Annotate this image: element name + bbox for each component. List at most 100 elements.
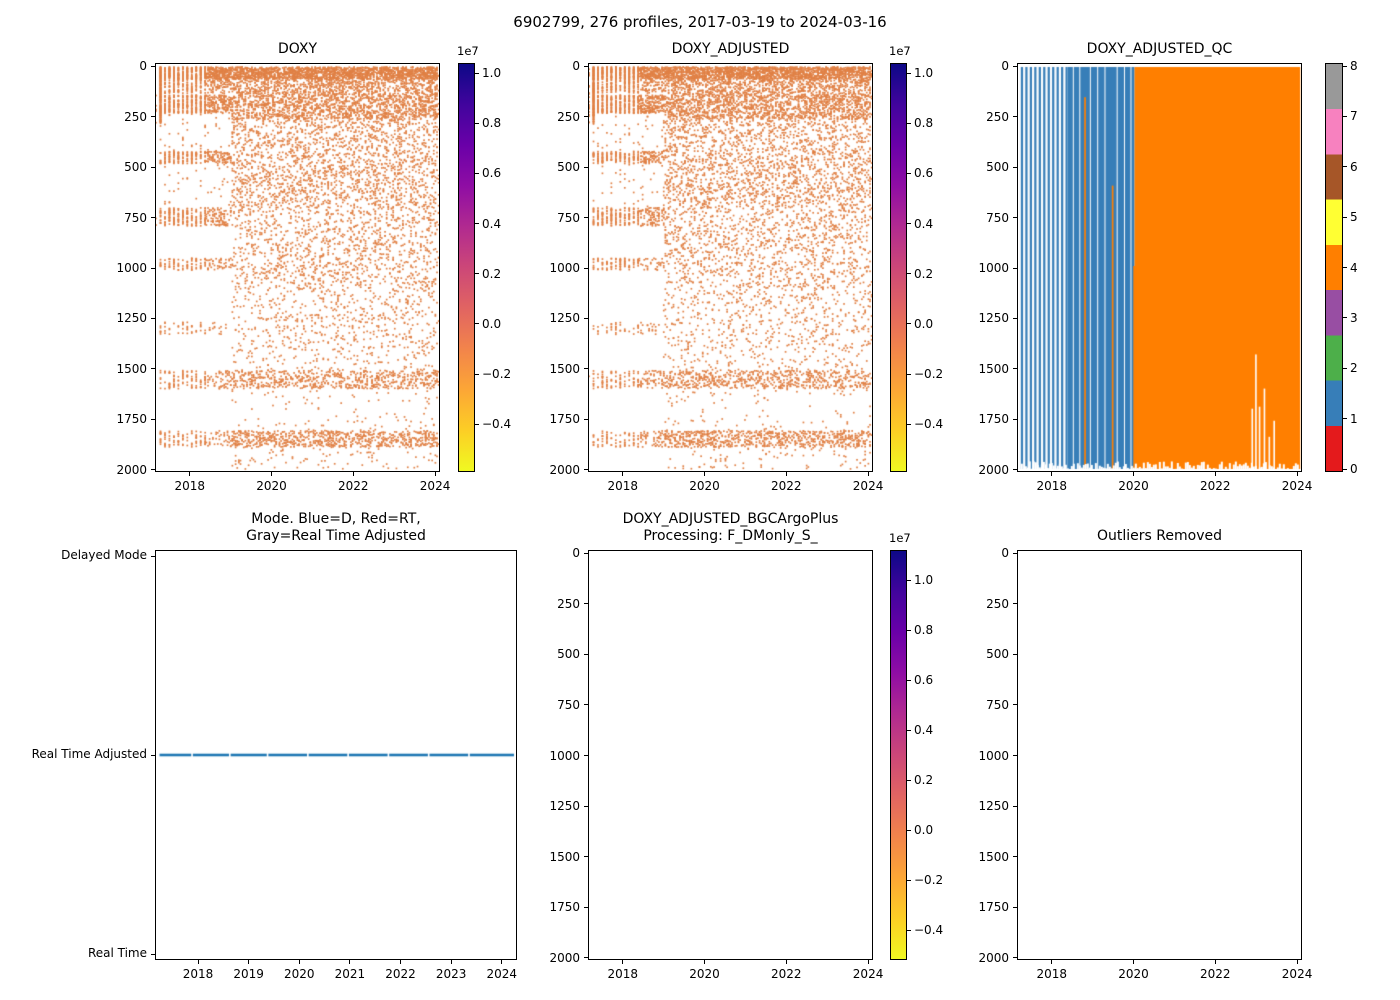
y-tick-mark [151,65,155,67]
colorbar-tick-label: −0.2 [914,873,944,887]
x-tick-label: 2020 [689,479,720,493]
x-tick-mark [622,960,624,964]
colorbar-tick-mark [907,679,911,681]
qc-flags-canvas [1018,64,1301,471]
panel-plot-outliers-removed [1017,550,1302,960]
panel-title-doxy: DOXY [277,41,318,57]
colorbar-tick-mark [907,373,911,375]
panel-title-bgcargoplus: DOXY_ADJUSTED_BGCArgoPlus Processing: F_… [622,511,839,544]
y-tick-mark [584,418,588,420]
colorbar-tick-mark [907,423,911,425]
y-tick-label: 250 [124,109,147,124]
x-tick-mark [1296,960,1298,964]
x-tick-label: 2018 [607,479,639,493]
colorbar-tick-mark [907,72,911,74]
y-tick-mark [151,166,155,168]
panel-plot-doxy-adjusted-qc [1017,63,1302,472]
y-tick-label: 2000 [978,950,1009,965]
colorbar-tick-label: 4 [1350,260,1358,275]
x-tick-mark [867,960,869,964]
colorbar-offset-label: 1e7 [457,44,479,58]
colorbar-tick-mark [1343,418,1347,420]
y-tick-mark [584,116,588,118]
colorbar-tick-mark [907,829,911,831]
y-tick-label: 250 [986,109,1009,124]
y-tick-mark [1013,116,1017,118]
colorbar-tick-mark [907,172,911,174]
y-tick-label: 500 [986,160,1009,175]
x-tick-label: 2022 [771,479,802,493]
x-tick-label: 2024 [1281,479,1313,493]
y-tick-mark [584,906,588,908]
x-tick-mark [1214,472,1216,476]
y-tick-mark [584,755,588,756]
y-tick-mark [584,805,588,807]
y-tick-label: 500 [557,647,580,662]
panel-plot-mode [155,550,517,960]
y-tick-label: 2000 [549,462,580,477]
y-tick-mark [584,856,588,858]
y-tick-mark [1013,805,1017,807]
y-tick-label: 1750 [978,900,1009,915]
x-tick-mark [298,960,300,964]
colorbar-tick-label: −0.4 [914,417,944,432]
colorbar-tick-mark [1343,65,1347,67]
x-tick-label: 2022 [338,479,369,493]
x-tick-label: 2021 [334,967,366,981]
y-tick-mark [584,317,588,319]
y-tick-mark [1013,552,1017,554]
y-tick-mark [151,217,155,218]
panel-title-mode: Mode. Blue=D, Red=RT, Gray=Real Time Adj… [246,511,426,544]
colorbar-tick-label: 0.4 [482,216,502,231]
x-tick-mark [1214,960,1216,964]
y-tick-label: 750 [557,210,580,225]
y-tick-label: 1250 [549,311,580,326]
colorbar-tick-label: 1.0 [914,573,934,587]
qc-colorbar [1325,63,1343,472]
y-tick-mark [151,317,155,319]
x-tick-label: 2022 [1200,479,1231,493]
panel-plot-doxy [155,63,440,472]
x-tick-label: 2024 [486,967,518,981]
colorbar-tick-mark [907,223,911,225]
y-tick-mark [1013,317,1017,319]
x-tick-mark [785,472,787,476]
x-tick-label: 2018 [607,967,639,981]
y-tick-label: 250 [986,596,1009,611]
colorbar-tick-label: −0.2 [914,367,944,382]
colorbar-tick-label: 8 [1350,59,1358,73]
x-tick-mark [704,472,706,476]
y-tick-mark [584,65,588,67]
y-tick-label: 0 [139,59,147,74]
y-tick-label: 2000 [978,462,1009,477]
y-tick-label: 1750 [978,412,1009,427]
y-tick-mark [1013,755,1017,756]
y-tick-mark [584,217,588,218]
y-tick-label: 1250 [978,311,1009,326]
y-tick-mark [584,166,588,168]
y-tick-label: 1000 [549,748,580,763]
y-tick-mark [151,368,155,370]
colorbar-tick-label: 0.8 [914,623,934,637]
colorbar-tick-label: 0.2 [914,266,934,281]
x-tick-mark [785,960,787,964]
colorbar-tick-mark [1343,367,1347,369]
y-tick-label: 1000 [978,261,1009,275]
y-tick-label: 2000 [549,950,580,965]
y-tick-label: 750 [557,697,580,712]
x-tick-mark [1133,960,1135,964]
panel-plot-bgcargoplus [588,550,873,960]
y-tick-label: 500 [986,647,1009,662]
colorbar-offset-label: 1e7 [889,531,911,545]
y-tick-label: 0 [572,546,580,561]
mode-category-label: Delayed Mode [61,548,147,562]
colorbar-tick-label: −0.4 [914,923,944,937]
mode-category-label: Real Time Adjusted [31,747,147,761]
x-tick-mark [704,960,706,964]
x-tick-mark [271,472,273,476]
y-tick-mark [1013,65,1017,67]
x-tick-mark [450,960,452,964]
y-tick-mark [584,469,588,471]
x-tick-label: 2020 [284,967,315,981]
